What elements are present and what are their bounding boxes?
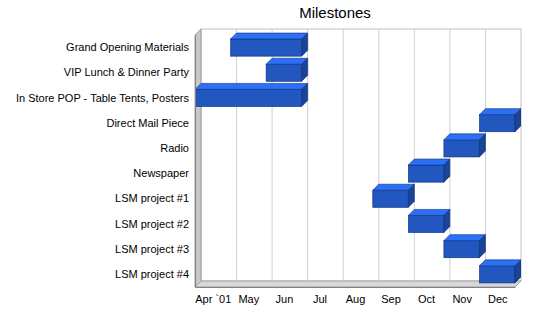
bar-top xyxy=(408,159,450,165)
x-tick: Jun xyxy=(276,287,294,305)
x-tick: Dec xyxy=(488,287,508,305)
x-tick-label: Dec xyxy=(488,293,508,305)
bar-side xyxy=(444,209,450,232)
x-tick: Apr `01 xyxy=(195,287,231,305)
bars xyxy=(195,33,521,283)
y-tick: LSM project #3 xyxy=(115,243,189,255)
y-tick: LSM project #4 xyxy=(115,268,189,280)
bar-top xyxy=(479,109,521,115)
grid xyxy=(237,29,486,281)
bar-top xyxy=(444,235,486,241)
y-tick-label: Newspaper xyxy=(133,167,189,179)
x-tick: Sep xyxy=(381,287,401,305)
plot-background xyxy=(201,29,521,281)
y-tick: LSM project #2 xyxy=(115,218,189,230)
x-tick-label: Oct xyxy=(418,293,435,305)
bar-top xyxy=(408,209,450,215)
bar xyxy=(408,215,444,232)
x-tick-label: Apr `01 xyxy=(195,293,231,305)
y-tick-label: In Store POP - Table Tents, Posters xyxy=(16,92,190,104)
x-tick: May xyxy=(238,287,259,305)
bar-group xyxy=(444,134,486,157)
bar xyxy=(195,89,302,106)
grid-line xyxy=(236,29,237,281)
y-axis: Grand Opening Materials VIP Lunch & Dinne… xyxy=(16,36,196,288)
bar-group xyxy=(231,33,308,56)
bar-top xyxy=(373,184,415,190)
y-tick-label: LSM project #2 xyxy=(115,218,189,230)
x-tick: Oct xyxy=(418,287,435,305)
bar-side xyxy=(302,83,308,106)
bar xyxy=(266,64,302,81)
floor xyxy=(195,281,521,287)
bar-side xyxy=(302,33,308,56)
x-tick-label: Jul xyxy=(313,293,327,305)
left-wall xyxy=(195,29,201,287)
y-tick: Newspaper xyxy=(133,167,189,179)
bar-group xyxy=(444,235,486,258)
bar-group xyxy=(266,58,308,81)
bar-side xyxy=(444,159,450,182)
y-tick: VIP Lunch & Dinner Party xyxy=(64,66,190,78)
bar-side xyxy=(515,260,521,283)
x-tick: Jul xyxy=(313,287,327,305)
bar-group xyxy=(195,83,308,106)
y-tick-label: Direct Mail Piece xyxy=(106,117,189,129)
bar xyxy=(408,165,444,182)
bar-group xyxy=(479,109,521,132)
grid-line xyxy=(343,29,344,281)
bar-top xyxy=(444,134,486,140)
y-tick-label: LSM project #1 xyxy=(115,192,189,204)
y-tick-label: Radio xyxy=(160,142,189,154)
bar-side xyxy=(479,134,485,157)
y-tick: Radio xyxy=(160,142,189,154)
bar-group xyxy=(479,260,521,283)
bar xyxy=(444,140,480,157)
y-tick-label: Grand Opening Materials xyxy=(66,41,189,53)
y-tick-label: VIP Lunch & Dinner Party xyxy=(64,66,190,78)
x-axis-line xyxy=(196,287,516,288)
bar-top xyxy=(266,58,308,64)
bar-top xyxy=(231,33,308,39)
bar xyxy=(231,39,302,56)
x-tick: Aug xyxy=(346,287,366,305)
bar-side xyxy=(408,184,414,207)
x-tick-label: Nov xyxy=(452,293,472,305)
bar-side xyxy=(302,58,308,81)
bar-group xyxy=(373,184,415,207)
plot: Apr `01 May Jun Jul Aug Sep Oct Nov Dec Grand Ope… xyxy=(16,29,521,305)
x-tick-label: Aug xyxy=(346,293,366,305)
x-tick-label: Jun xyxy=(276,293,294,305)
grid-line xyxy=(378,29,379,281)
bar-top xyxy=(195,83,308,89)
bar xyxy=(373,190,409,207)
x-tick-label: May xyxy=(238,293,259,305)
y-tick: LSM project #1 xyxy=(115,192,189,204)
bar-group xyxy=(408,159,450,182)
y-tick: In Store POP - Table Tents, Posters xyxy=(16,92,190,104)
x-tick-label: Sep xyxy=(381,293,401,305)
bar xyxy=(444,241,480,258)
bar-top xyxy=(479,260,521,266)
bar-side xyxy=(479,235,485,258)
y-tick: Grand Opening Materials xyxy=(66,41,189,53)
bar xyxy=(479,266,515,283)
title: Milestones xyxy=(299,4,371,21)
bar xyxy=(479,115,515,132)
chart: Milestones Apr `01 May Jun Jul Aug Sep Oct Nov De… xyxy=(0,0,550,318)
bar-group xyxy=(408,209,450,232)
grid-line xyxy=(414,29,415,281)
y-axis-line xyxy=(195,36,196,288)
y-tick-label: LSM project #3 xyxy=(115,243,189,255)
x-tick: Nov xyxy=(452,287,472,305)
x-axis: Apr `01 May Jun Jul Aug Sep Oct Nov Dec xyxy=(195,287,515,305)
bar-side xyxy=(515,109,521,132)
y-tick: Direct Mail Piece xyxy=(106,117,189,129)
y-tick-label: LSM project #4 xyxy=(115,268,189,280)
